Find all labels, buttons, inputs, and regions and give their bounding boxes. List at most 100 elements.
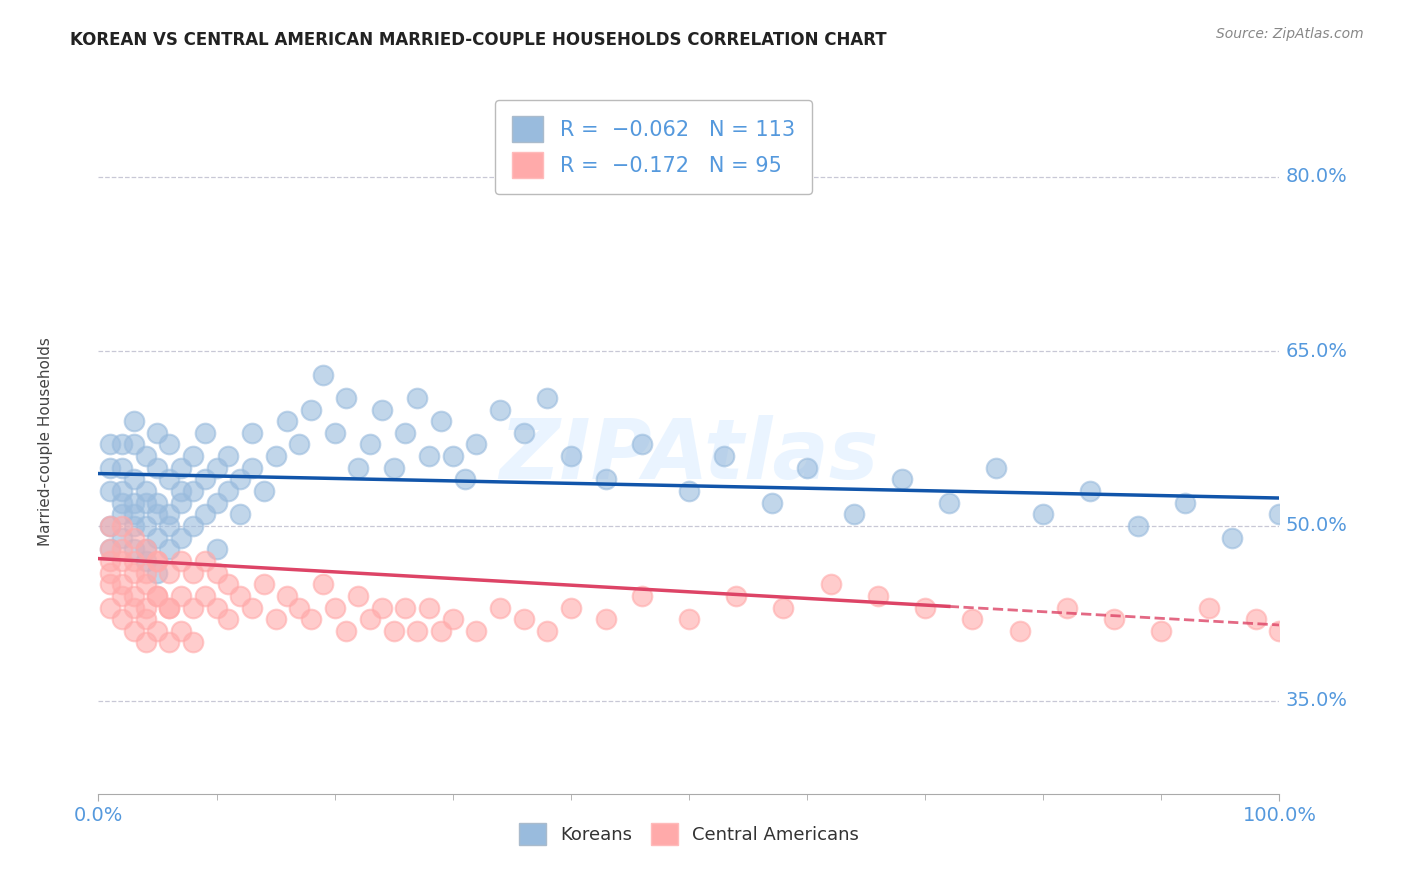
Point <box>111 612 134 626</box>
Point <box>98 566 121 580</box>
Point <box>441 612 464 626</box>
Point <box>359 437 381 451</box>
Point <box>135 542 157 557</box>
Point <box>98 600 121 615</box>
Point <box>430 624 453 638</box>
Point <box>135 496 157 510</box>
Point <box>418 600 440 615</box>
Point <box>98 542 121 557</box>
Point <box>938 496 960 510</box>
Point <box>194 472 217 486</box>
Point <box>1126 519 1149 533</box>
Point <box>382 624 405 638</box>
Point <box>1056 600 1078 615</box>
Point <box>146 508 169 522</box>
Point <box>122 519 145 533</box>
Point <box>111 577 134 591</box>
Point <box>253 577 276 591</box>
Point <box>1244 612 1267 626</box>
Point <box>181 635 204 649</box>
Point <box>146 624 169 638</box>
Point <box>194 425 217 440</box>
Point <box>98 460 121 475</box>
Point <box>264 612 287 626</box>
Point <box>122 472 145 486</box>
Text: Married-couple Households: Married-couple Households <box>38 337 53 546</box>
Text: 50.0%: 50.0% <box>1285 516 1347 535</box>
Point <box>560 600 582 615</box>
Point <box>371 600 394 615</box>
Point <box>157 437 180 451</box>
Point <box>111 519 134 533</box>
Point <box>264 449 287 463</box>
Point <box>111 460 134 475</box>
Point <box>253 483 276 498</box>
Point <box>276 414 298 428</box>
Point <box>465 624 488 638</box>
Point <box>111 589 134 603</box>
Point <box>406 391 429 405</box>
Point <box>205 566 228 580</box>
Point <box>122 508 145 522</box>
Point <box>122 600 145 615</box>
Point <box>98 437 121 451</box>
Point <box>335 391 357 405</box>
Point <box>1008 624 1031 638</box>
Point <box>135 554 157 568</box>
Point <box>157 519 180 533</box>
Point <box>984 460 1007 475</box>
Point <box>157 600 180 615</box>
Point <box>299 402 322 417</box>
Point <box>157 542 180 557</box>
Point <box>170 624 193 638</box>
Point <box>111 483 134 498</box>
Point <box>181 483 204 498</box>
Point <box>194 508 217 522</box>
Point <box>1032 508 1054 522</box>
Point <box>595 472 617 486</box>
Point <box>595 612 617 626</box>
Point <box>536 391 558 405</box>
Point <box>844 508 866 522</box>
Point <box>111 508 134 522</box>
Point <box>205 600 228 615</box>
Point <box>135 519 157 533</box>
Point <box>111 542 134 557</box>
Point <box>489 402 512 417</box>
Point <box>630 437 652 451</box>
Point <box>111 531 134 545</box>
Point <box>512 612 534 626</box>
Point <box>135 566 157 580</box>
Point <box>157 472 180 486</box>
Point <box>371 402 394 417</box>
Point <box>217 449 239 463</box>
Legend: Koreans, Central Americans: Koreans, Central Americans <box>512 815 866 852</box>
Point <box>217 483 239 498</box>
Point <box>205 542 228 557</box>
Point <box>820 577 842 591</box>
Point <box>170 483 193 498</box>
Point <box>146 460 169 475</box>
Text: Source: ZipAtlas.com: Source: ZipAtlas.com <box>1216 27 1364 41</box>
Point <box>536 624 558 638</box>
Point <box>157 600 180 615</box>
Point <box>122 589 145 603</box>
Point <box>157 566 180 580</box>
Point <box>146 496 169 510</box>
Point <box>453 472 475 486</box>
Point <box>441 449 464 463</box>
Point <box>205 496 228 510</box>
Point <box>98 542 121 557</box>
Point <box>725 589 748 603</box>
Point <box>1268 624 1291 638</box>
Point <box>181 600 204 615</box>
Point <box>98 519 121 533</box>
Point <box>678 612 700 626</box>
Point <box>135 612 157 626</box>
Point <box>146 554 169 568</box>
Point <box>170 531 193 545</box>
Point <box>312 577 335 591</box>
Point <box>394 600 416 615</box>
Point <box>1102 612 1125 626</box>
Point <box>135 542 157 557</box>
